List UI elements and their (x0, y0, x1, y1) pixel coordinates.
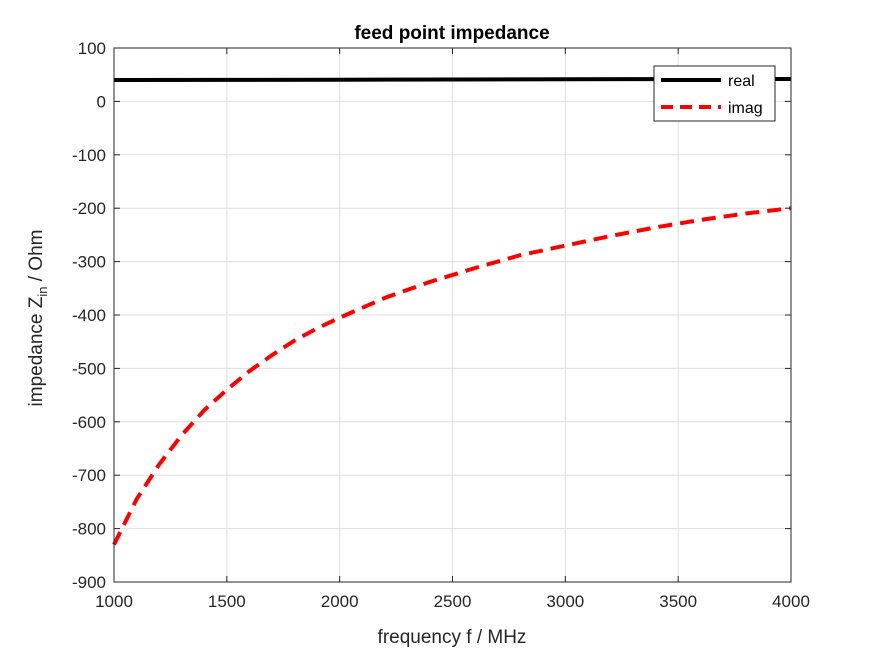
legend: real imag (653, 65, 776, 122)
x-tick-label: 1500 (208, 592, 246, 611)
legend-label-imag: imag (728, 100, 763, 117)
x-tick-label: 2000 (321, 592, 359, 611)
x-axis-label: frequency f / MHz (378, 627, 527, 648)
y-tick-label: 0 (97, 92, 106, 111)
y-tick-label: -300 (72, 253, 106, 272)
y-tick-label: -400 (72, 306, 106, 325)
x-axis-ticks: 1000 1500 2000 2500 3000 3500 4000 (95, 48, 810, 611)
y-tick-label: -500 (72, 359, 106, 378)
y-tick-label: -200 (72, 199, 106, 218)
x-tick-label: 3000 (546, 592, 584, 611)
y-tick-label: -100 (72, 146, 106, 165)
legend-box (653, 65, 776, 122)
series-line-imag (112, 206, 792, 546)
y-axis-label-subscript: in (35, 287, 50, 297)
y-tick-label: -700 (72, 466, 106, 485)
y-axis-label: impedance Zin / Ohm (26, 230, 50, 407)
y-tick-label: 100 (78, 39, 106, 58)
x-tick-label: 2500 (434, 592, 472, 611)
legend-label-real: real (728, 73, 755, 90)
chart-title: feed point impedance (354, 23, 549, 44)
y-tick-label: -800 (72, 520, 106, 539)
x-tick-label: 4000 (772, 592, 810, 611)
y-tick-label: -900 (72, 573, 106, 592)
x-tick-label: 1000 (95, 592, 133, 611)
x-tick-label: 3500 (659, 592, 697, 611)
y-axis-label-main: impedance Z (26, 296, 47, 406)
y-axis-ticks: -900 -800 -700 -600 -500 -400 -300 -200 -100 0 100 (72, 39, 791, 592)
y-tick-label: -600 (72, 413, 106, 432)
y-axis-label-unit: / Ohm (26, 230, 47, 287)
